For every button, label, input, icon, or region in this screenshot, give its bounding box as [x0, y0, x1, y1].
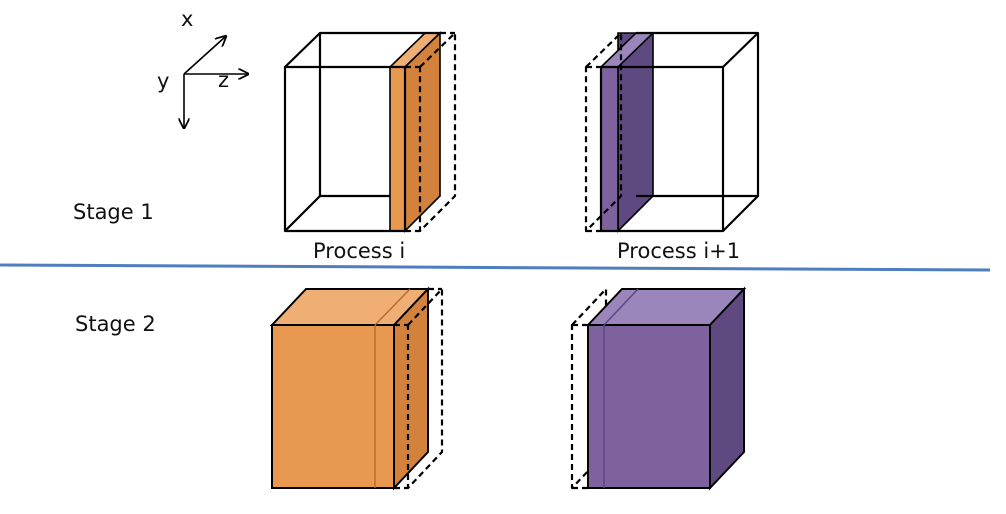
stage1-process-i-box [283, 31, 457, 233]
stage1-process-i-plus-1-box [584, 31, 760, 233]
stage-1-label: Stage 1 [73, 200, 154, 224]
box-front [599, 65, 725, 233]
box-front [587, 324, 711, 489]
x-axis-arrow [183, 37, 225, 75]
z-axis-label: z [218, 68, 229, 92]
coordinate-axes: x y z [157, 7, 247, 127]
ghost-halo-outline [418, 31, 457, 233]
halo-slab-front [389, 66, 406, 232]
box-front [283, 65, 407, 233]
halo-slab-front [600, 66, 619, 232]
box-side [709, 286, 745, 491]
process-i-plus-1-label: Process i+1 [617, 239, 740, 263]
box-side [393, 286, 429, 491]
stage-2-label: Stage 2 [75, 312, 156, 336]
halo-slab-side [404, 31, 441, 233]
process-i-label: Process i [313, 239, 405, 263]
ghost-halo-outline [406, 287, 444, 490]
stage-separator [0, 263, 991, 272]
box-front [271, 324, 395, 489]
stage2-process-i-box [269, 286, 444, 491]
stage2-process-i-plus-1-box [570, 286, 747, 491]
y-axis-label: y [157, 69, 169, 93]
x-axis-label: x [181, 7, 193, 31]
ghost-halo-outline [584, 31, 623, 233]
